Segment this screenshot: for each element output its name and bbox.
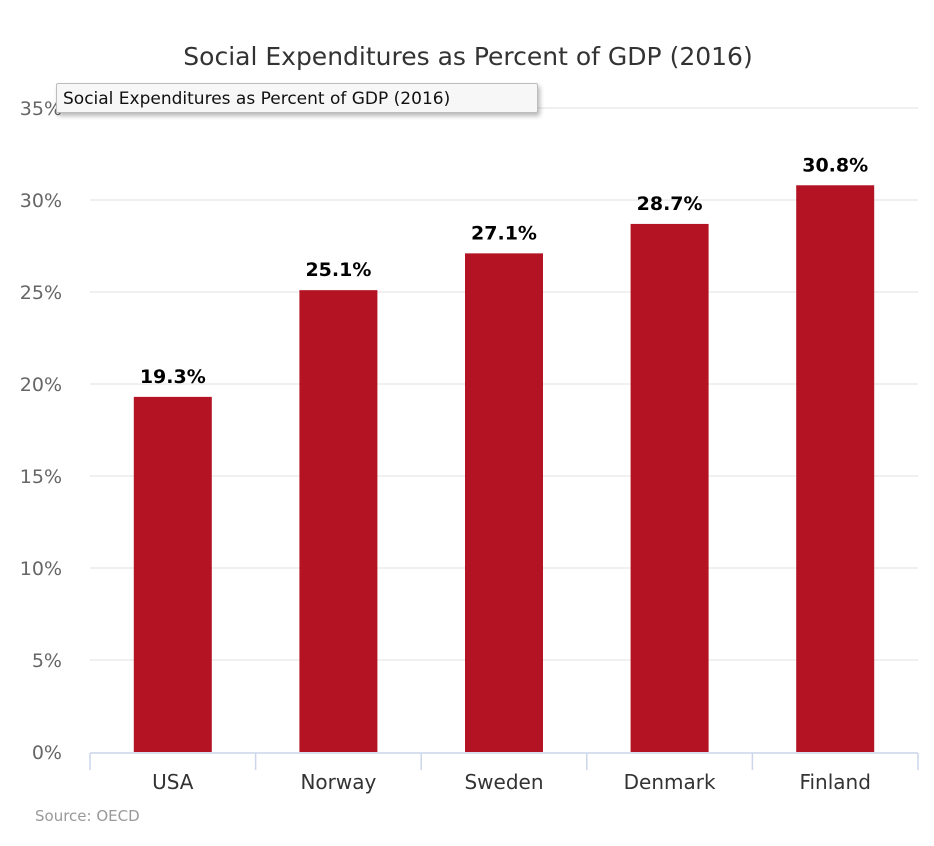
bar-norway[interactable] [299,290,378,752]
data-label: 30.8% [802,154,868,176]
data-label: 27.1% [471,222,537,244]
x-tick-label: USA [152,770,194,794]
bars [133,185,875,753]
y-tick-label: 25% [20,282,62,304]
x-tick-label: Finland [799,770,870,794]
y-tick-label: 35% [20,98,62,120]
x-tick-label: Sweden [464,770,543,794]
tooltip: Social Expenditures as Percent of GDP (2… [56,83,538,113]
x-tick-label: Norway [300,770,376,794]
data-labels: 19.3% 25.1% 27.1% 28.7% 30.8% [140,154,868,388]
y-tick-label: 0% [32,742,62,764]
x-axis: USA Norway Sweden Denmark Finland [89,752,919,794]
y-tick-label: 10% [20,558,62,580]
source-credit[interactable]: Source: OECD [35,807,140,825]
data-label: 28.7% [637,193,703,215]
chart-title: Social Expenditures as Percent of GDP (2… [183,42,752,71]
x-tick-label: Denmark [624,770,716,794]
bar-usa[interactable] [133,396,212,752]
bar-denmark[interactable] [630,223,709,753]
y-tick-label: 15% [20,466,62,488]
y-tick-label: 20% [20,374,62,396]
y-tick-label: 30% [20,190,62,212]
y-tick-label: 5% [32,650,62,672]
data-label: 19.3% [140,366,206,388]
y-axis-ticks: 0% 5% 10% 15% 20% 25% 30% 35% [20,98,62,764]
data-label: 25.1% [305,259,371,281]
bar-finland[interactable] [796,185,875,752]
bar-sweden[interactable] [465,253,543,753]
